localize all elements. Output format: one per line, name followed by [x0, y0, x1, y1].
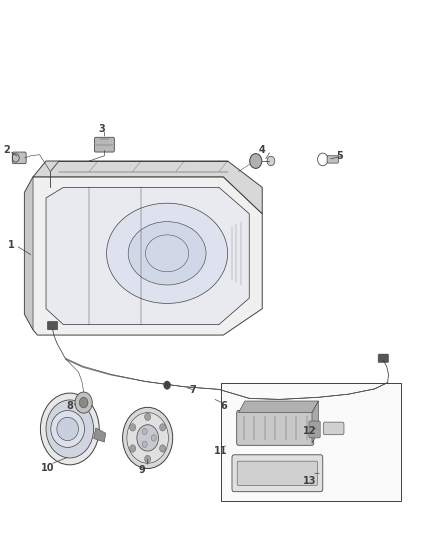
Text: 9: 9	[139, 465, 145, 474]
FancyBboxPatch shape	[95, 138, 114, 152]
Polygon shape	[94, 428, 106, 442]
Circle shape	[130, 424, 136, 431]
Polygon shape	[25, 177, 262, 335]
Circle shape	[137, 425, 159, 451]
FancyBboxPatch shape	[327, 156, 338, 163]
Ellipse shape	[106, 203, 228, 303]
Polygon shape	[46, 188, 249, 325]
FancyBboxPatch shape	[47, 321, 58, 330]
FancyBboxPatch shape	[237, 410, 314, 445]
FancyBboxPatch shape	[309, 421, 320, 438]
Circle shape	[46, 400, 94, 458]
Ellipse shape	[57, 417, 78, 441]
FancyBboxPatch shape	[221, 383, 401, 501]
FancyBboxPatch shape	[323, 422, 344, 435]
FancyBboxPatch shape	[237, 461, 318, 486]
Circle shape	[164, 381, 170, 390]
Text: 11: 11	[215, 446, 228, 456]
Circle shape	[142, 441, 147, 448]
Circle shape	[75, 392, 92, 413]
Text: 2: 2	[4, 146, 11, 156]
FancyBboxPatch shape	[378, 354, 389, 362]
Circle shape	[127, 413, 168, 463]
Circle shape	[145, 455, 151, 463]
Circle shape	[267, 156, 275, 166]
Text: 7: 7	[190, 385, 196, 395]
Text: 1: 1	[8, 240, 15, 251]
Circle shape	[123, 407, 173, 469]
Circle shape	[142, 429, 147, 435]
FancyBboxPatch shape	[232, 455, 323, 492]
Polygon shape	[33, 161, 262, 214]
Circle shape	[145, 413, 151, 421]
Text: 5: 5	[337, 151, 343, 161]
Text: 8: 8	[67, 401, 73, 411]
Ellipse shape	[128, 222, 206, 285]
Polygon shape	[312, 401, 318, 443]
Polygon shape	[238, 401, 318, 413]
Circle shape	[159, 445, 166, 452]
Polygon shape	[25, 177, 33, 330]
Text: 12: 12	[303, 426, 317, 436]
Text: 13: 13	[303, 475, 317, 486]
Circle shape	[40, 393, 99, 465]
Text: 3: 3	[99, 124, 106, 134]
Ellipse shape	[51, 410, 85, 447]
Circle shape	[79, 397, 88, 408]
Text: 6: 6	[220, 401, 227, 411]
Text: 4: 4	[259, 146, 265, 156]
Circle shape	[130, 445, 136, 452]
Circle shape	[250, 154, 262, 168]
Circle shape	[159, 424, 166, 431]
Text: 10: 10	[42, 463, 55, 473]
FancyBboxPatch shape	[12, 152, 26, 164]
Circle shape	[151, 435, 156, 441]
